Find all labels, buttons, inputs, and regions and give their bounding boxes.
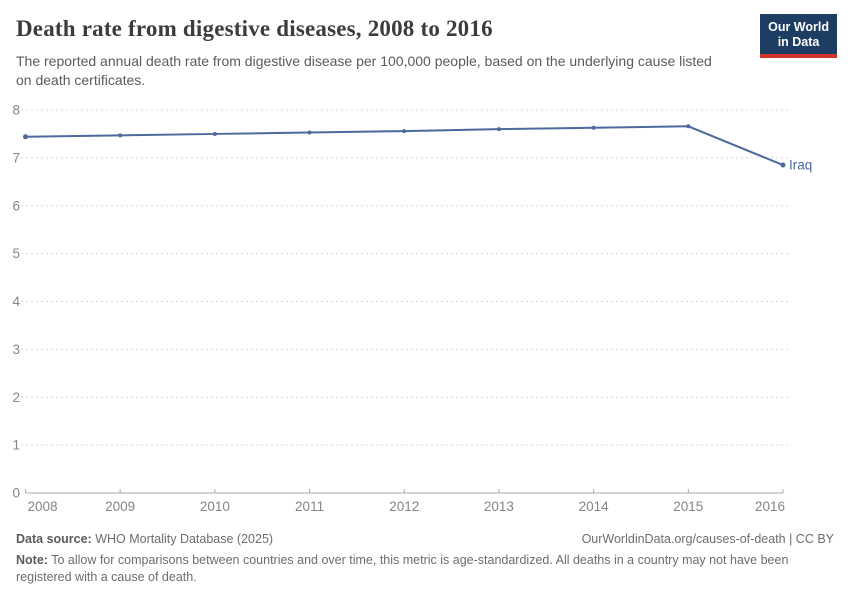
data-point[interactable] [307,130,312,135]
data-point[interactable] [212,131,217,136]
footnote-label: Note: [16,553,48,568]
data-point[interactable] [686,124,691,129]
data-point[interactable] [496,127,501,132]
data-source: Data source: WHO Mortality Database (202… [16,531,273,547]
owid-logo-line2: in Data [777,35,820,49]
y-tick-label: 7 [12,150,20,165]
y-tick-label: 8 [12,103,20,118]
line-chart: 0 1 2 3 4 5 6 7 8 2008 2009 2010 2011 2012 2013 2014 201… [12,103,812,515]
attribution-link[interactable]: OurWorldinData.org/causes-of-death | CC … [581,532,834,546]
x-tick-label: 2012 [389,499,419,514]
data-source-label: Data source: [16,532,92,546]
data-point[interactable] [402,129,407,134]
data-point[interactable] [591,125,596,130]
page-title: Death rate from digestive diseases, 2008… [16,16,493,41]
x-tick-label: 2014 [579,499,610,514]
chart-footer: Data source: WHO Mortality Database (202… [16,531,834,585]
y-tick-label: 5 [12,246,20,261]
footnote-value: To allow for comparisons between countri… [16,553,789,584]
x-tick-label: 2010 [200,499,230,514]
x-tick-label: 2015 [673,499,703,514]
y-tick-label: 3 [12,342,20,357]
y-tick-label: 1 [12,438,20,453]
x-tick-label: 2009 [105,499,135,514]
data-point[interactable] [118,133,123,138]
y-tick-label: 0 [12,486,20,501]
y-tick-label: 6 [12,198,20,213]
owid-logo-line1: Our World [768,20,829,34]
x-tick-label: 2013 [484,499,514,514]
x-tick-label: 2016 [755,499,785,514]
x-tick-label: 2011 [295,499,324,514]
series-end-label[interactable]: Iraq [789,158,812,173]
y-tick-label: 4 [12,294,20,309]
data-source-value: WHO Mortality Database (2025) [95,532,274,546]
data-point[interactable] [23,134,28,140]
data-point[interactable] [780,162,786,168]
x-tick-label: 2008 [28,499,58,514]
footnote: Note: To allow for comparisons between c… [16,552,834,585]
page-subtitle: The reported annual death rate from dige… [16,53,712,89]
y-tick-label: 2 [12,390,20,405]
owid-logo[interactable]: Our World in Data [760,14,837,58]
